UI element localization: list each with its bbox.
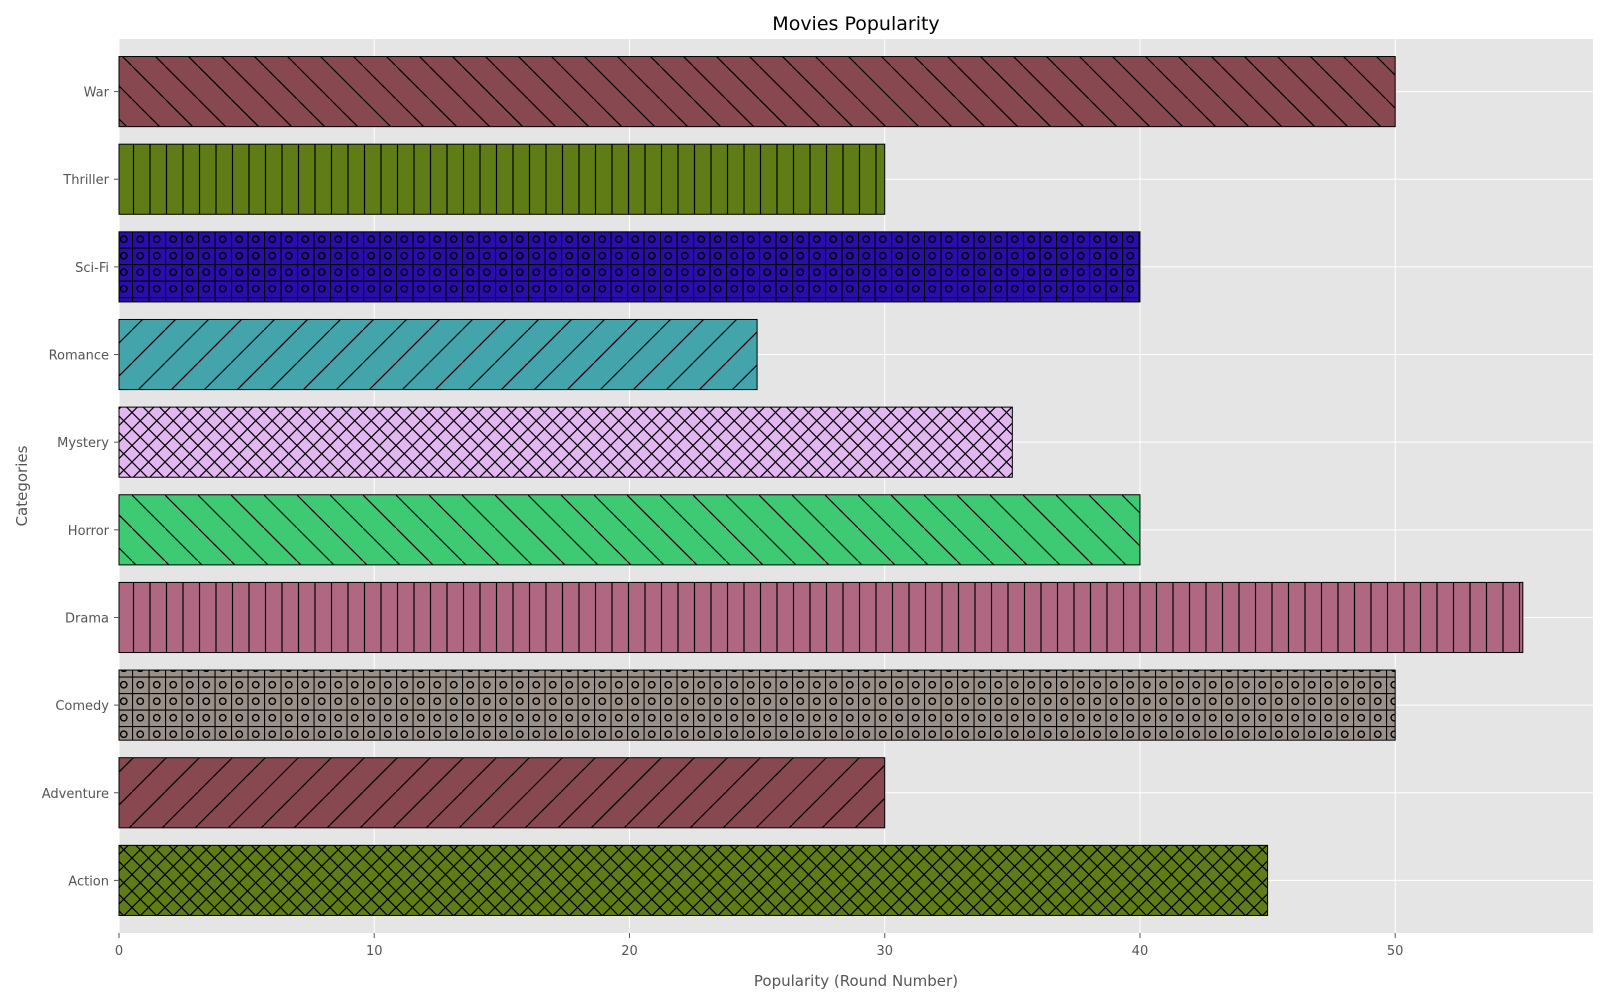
y-tick-label: Horror [68, 524, 110, 539]
x-tick-label: 10 [366, 944, 383, 959]
y-tick-label: Action [68, 874, 109, 889]
y-tick-label: Drama [65, 611, 109, 626]
x-tick-label: 0 [115, 944, 123, 959]
bar-thriller [118, 143, 886, 215]
bar-action [118, 844, 1269, 916]
y-tick-label: Adventure [42, 787, 109, 802]
axes: 0 10 20 30 40 50 Action Adventure Comedy Drama Hor… [42, 86, 1404, 959]
y-tick-label: War [84, 86, 110, 101]
bar-adventure [118, 757, 886, 829]
bar-romance [118, 318, 758, 391]
y-tick-label: Mystery [57, 436, 109, 451]
y-tick-label: Comedy [55, 699, 109, 714]
y-tick-label: Romance [49, 349, 109, 364]
bar-sci-fi [118, 231, 1141, 303]
x-tick-label: 30 [876, 944, 893, 959]
bars [118, 56, 1524, 916]
y-tick-label: Thriller [62, 173, 109, 188]
x-tick-label: 50 [1387, 944, 1404, 959]
y-tick-label: Sci-Fi [75, 261, 109, 276]
x-tick-label: 20 [621, 944, 638, 959]
x-tick-label: 40 [1132, 944, 1149, 959]
x-axis-label: Popularity (Round Number) [754, 972, 958, 990]
bar-horror [118, 494, 1141, 566]
bar-comedy [118, 669, 1396, 741]
bar-drama [118, 581, 1524, 654]
chart-title: Movies Popularity [772, 13, 939, 35]
bar-war [118, 56, 1396, 128]
y-axis-label: Categories [13, 445, 31, 526]
bar-mystery [118, 406, 1013, 478]
